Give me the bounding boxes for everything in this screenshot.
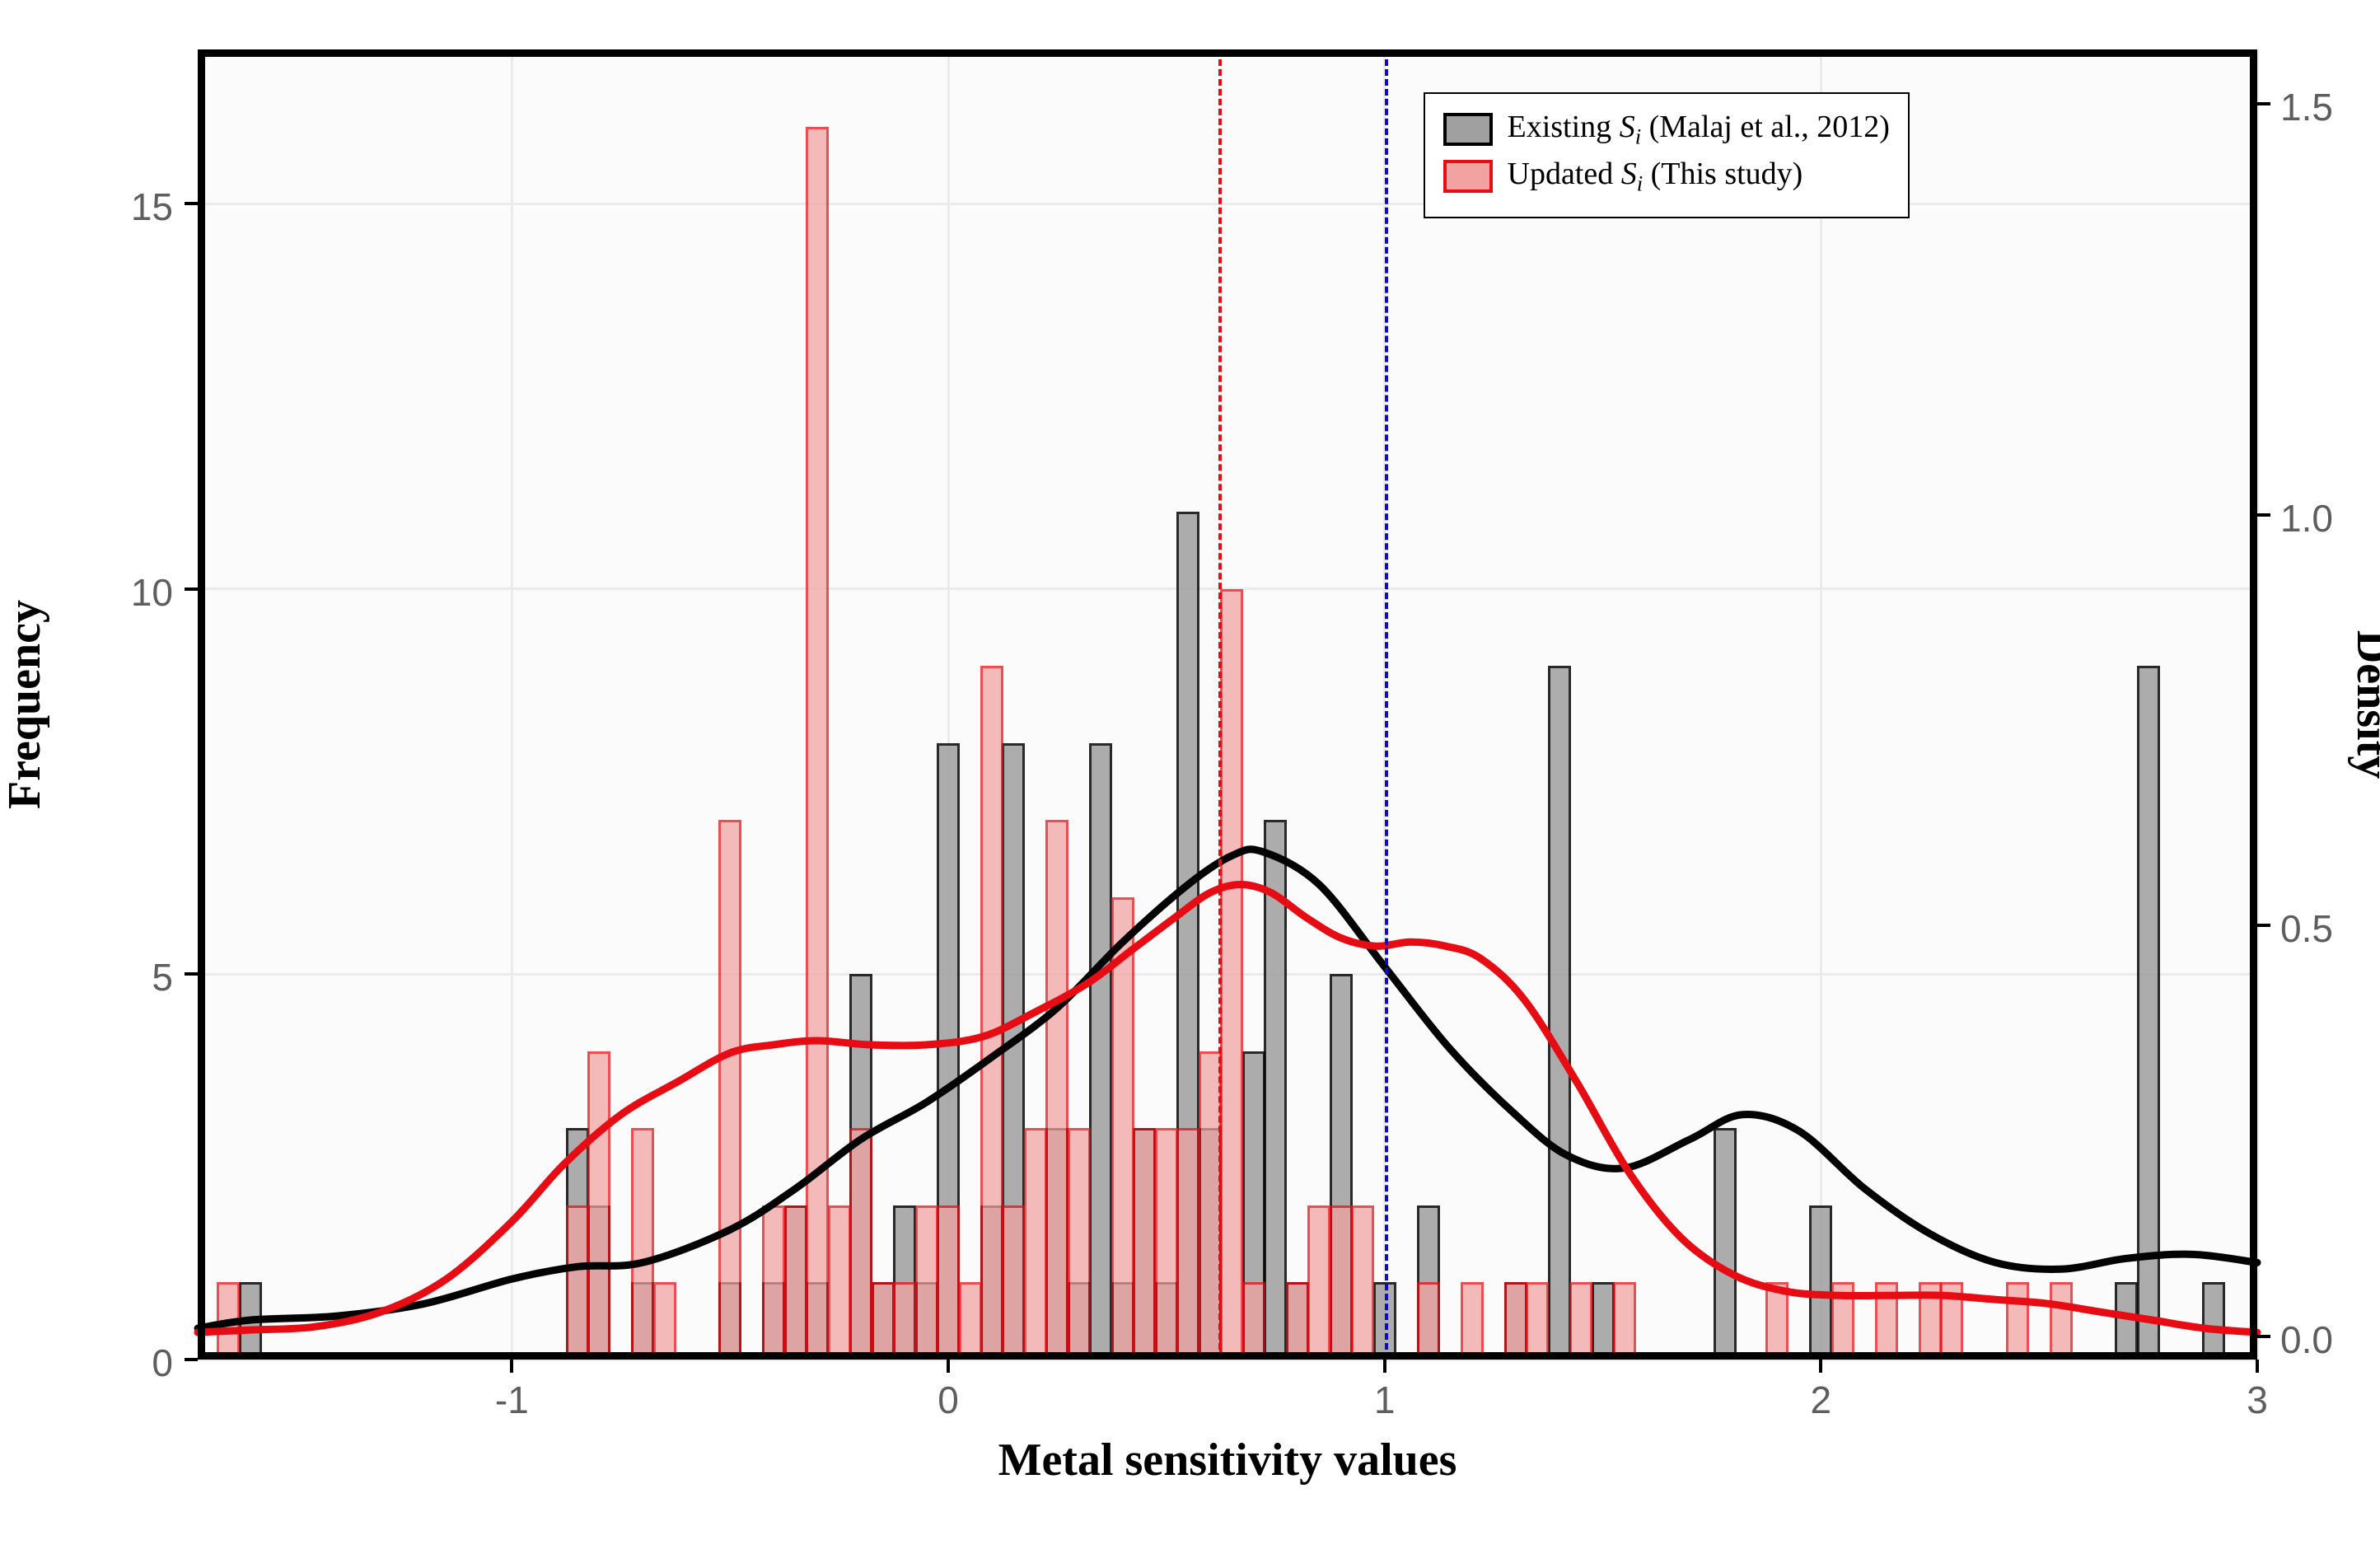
x-tick-mark [1819, 1360, 1822, 1373]
y-right-tick-mark [2257, 924, 2270, 927]
y-left-tick-label: 0 [91, 1341, 173, 1385]
x-tick-label: 1 [1335, 1378, 1434, 1422]
x-tick-mark [947, 1360, 950, 1373]
updated-mean-line [1218, 49, 1222, 1360]
y-left-tick-label: 15 [91, 185, 173, 229]
y-right-tick-label: 1.0 [2280, 496, 2379, 541]
y-right-tick-mark [2257, 513, 2270, 517]
chart-canvas: Frequency Density Metal sensitivity valu… [0, 0, 2380, 1554]
y-left-axis-label: Frequency [0, 600, 51, 809]
y-right-tick-mark [2257, 102, 2270, 105]
existing-mean-line [1385, 49, 1388, 1360]
legend-label: Updated Si (This study) [1508, 156, 1803, 197]
x-tick-label: 2 [1771, 1378, 1870, 1422]
y-right-axis-label: Density [2346, 630, 2380, 779]
legend-label: Existing Si (Malaj et al., 2012) [1508, 109, 1890, 150]
legend-item: Existing Si (Malaj et al., 2012) [1443, 109, 1890, 150]
y-left-tick-mark [185, 587, 198, 591]
x-tick-mark [510, 1360, 513, 1373]
legend-swatch [1443, 160, 1493, 193]
y-right-tick-mark [2257, 1335, 2270, 1338]
legend: Existing Si (Malaj et al., 2012) Updated … [1424, 92, 1910, 218]
y-left-tick-label: 10 [91, 570, 173, 615]
legend-swatch [1443, 113, 1493, 146]
y-left-tick-mark [185, 202, 198, 205]
y-left-tick-label: 5 [91, 955, 173, 999]
plot-area: Existing Si (Malaj et al., 2012) Updated … [198, 49, 2257, 1360]
x-tick-label: 0 [899, 1378, 998, 1422]
x-tick-mark [1383, 1360, 1386, 1373]
x-tick-mark [2256, 1360, 2259, 1373]
reference-lines-layer [198, 49, 2257, 1360]
x-tick-label: -1 [462, 1378, 561, 1422]
x-tick-label: 3 [2208, 1378, 2307, 1422]
y-left-tick-mark [185, 1358, 198, 1361]
legend-item: Updated Si (This study) [1443, 156, 1890, 197]
y-right-tick-label: 0.5 [2280, 906, 2379, 951]
y-right-tick-label: 1.5 [2280, 85, 2379, 129]
y-right-tick-label: 0.0 [2280, 1318, 2379, 1362]
y-left-tick-mark [185, 972, 198, 976]
x-axis-label: Metal sensitivity values [998, 1434, 1457, 1486]
